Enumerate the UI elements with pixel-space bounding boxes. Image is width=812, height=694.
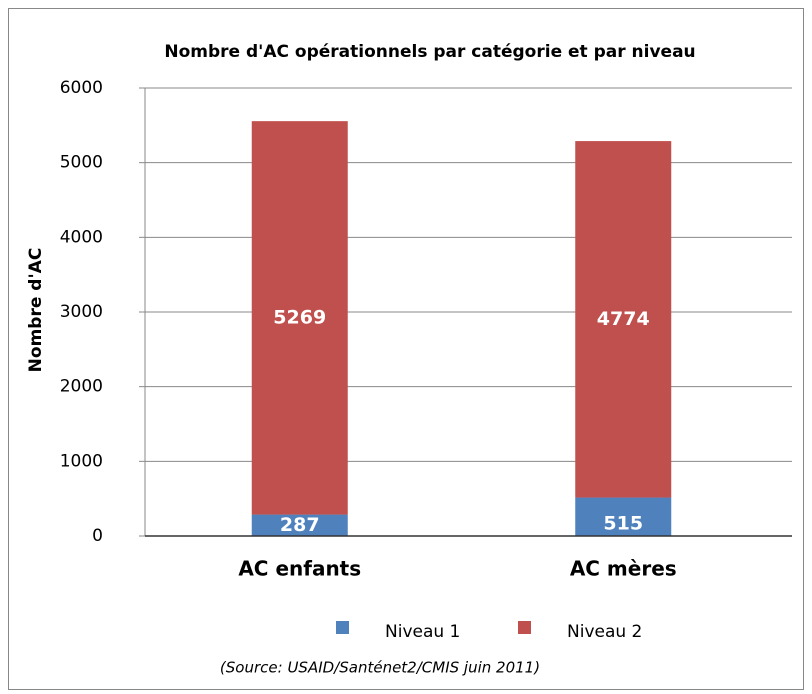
source-note: (Source: USAID/Santénet2/CMIS juin 2011) bbox=[220, 659, 540, 677]
data-label: 515 bbox=[603, 513, 643, 535]
x-tick-label: AC mères bbox=[570, 557, 677, 581]
data-label: 5269 bbox=[273, 306, 326, 328]
y-tick-label: 5000 bbox=[60, 153, 103, 173]
legend-swatch bbox=[518, 621, 531, 634]
bar-segment bbox=[251, 121, 348, 515]
data-label: 4774 bbox=[597, 308, 650, 330]
bar-segment bbox=[575, 497, 672, 536]
bar-segment bbox=[251, 514, 348, 536]
y-tick-label: 4000 bbox=[60, 227, 103, 247]
chart-border bbox=[8, 8, 804, 690]
data-label: 287 bbox=[280, 514, 320, 536]
bar-segment bbox=[575, 141, 672, 498]
y-tick-label: 3000 bbox=[60, 302, 103, 322]
y-axis-label: Nombre d'AC bbox=[26, 248, 46, 373]
y-tick-label: 2000 bbox=[60, 377, 103, 397]
chart-title: Nombre d'AC opérationnels par catégorie … bbox=[164, 42, 695, 62]
legend-label: Niveau 2 bbox=[567, 622, 642, 642]
legend-swatch bbox=[336, 621, 349, 634]
y-tick-label: 1000 bbox=[60, 451, 103, 471]
y-tick-label: 6000 bbox=[60, 78, 103, 98]
x-tick-label: AC enfants bbox=[238, 557, 361, 581]
y-tick-label: 0 bbox=[92, 526, 103, 546]
legend-label: Niveau 1 bbox=[385, 622, 460, 642]
